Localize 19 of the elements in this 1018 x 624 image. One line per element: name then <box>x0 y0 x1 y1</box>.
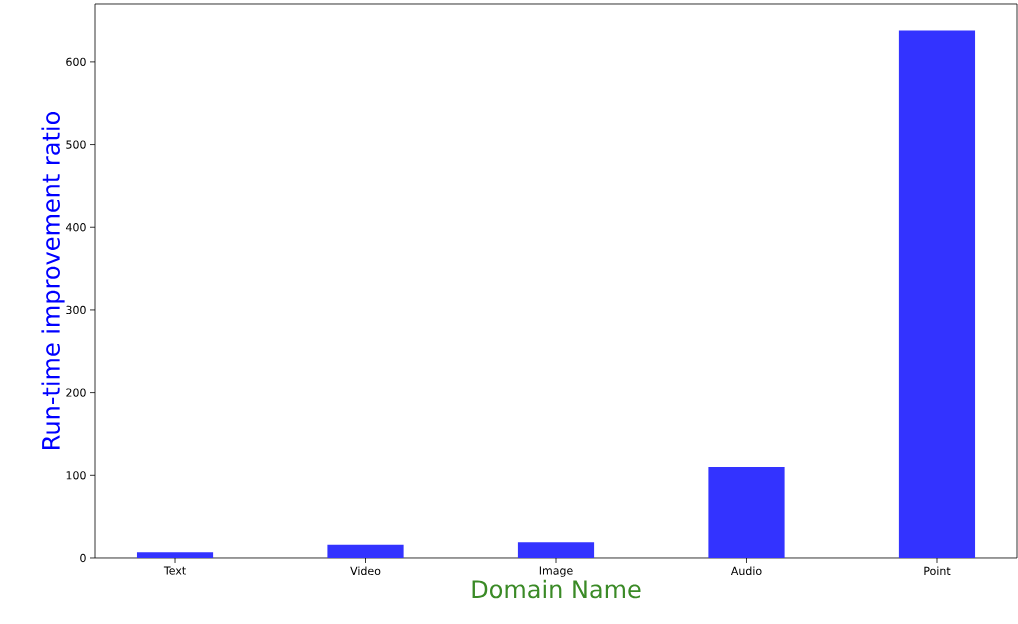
bar <box>898 30 976 558</box>
bar <box>517 542 595 558</box>
bar <box>327 544 404 558</box>
y-tick-label: 100 <box>66 471 86 480</box>
y-tick-label: 500 <box>66 140 86 149</box>
y-tick-label: 600 <box>66 57 86 67</box>
x-axis-title: Domain Name <box>472 579 641 599</box>
x-tick-label: Text <box>163 566 186 575</box>
y-tick-label: 0 <box>80 553 86 563</box>
y-tick-label: 400 <box>66 223 86 232</box>
x-tick-label: Audio <box>730 566 762 576</box>
x-tick-label: Point <box>924 566 951 576</box>
bar <box>136 552 214 558</box>
x-tick-label: Image <box>539 566 573 577</box>
bar <box>708 467 785 558</box>
x-tick-label: Video <box>350 566 381 576</box>
y-tick-label: 300 <box>66 305 86 315</box>
y-tick-label: 200 <box>66 388 86 397</box>
y-axis-title: Run-time improvement ratio <box>41 112 65 449</box>
